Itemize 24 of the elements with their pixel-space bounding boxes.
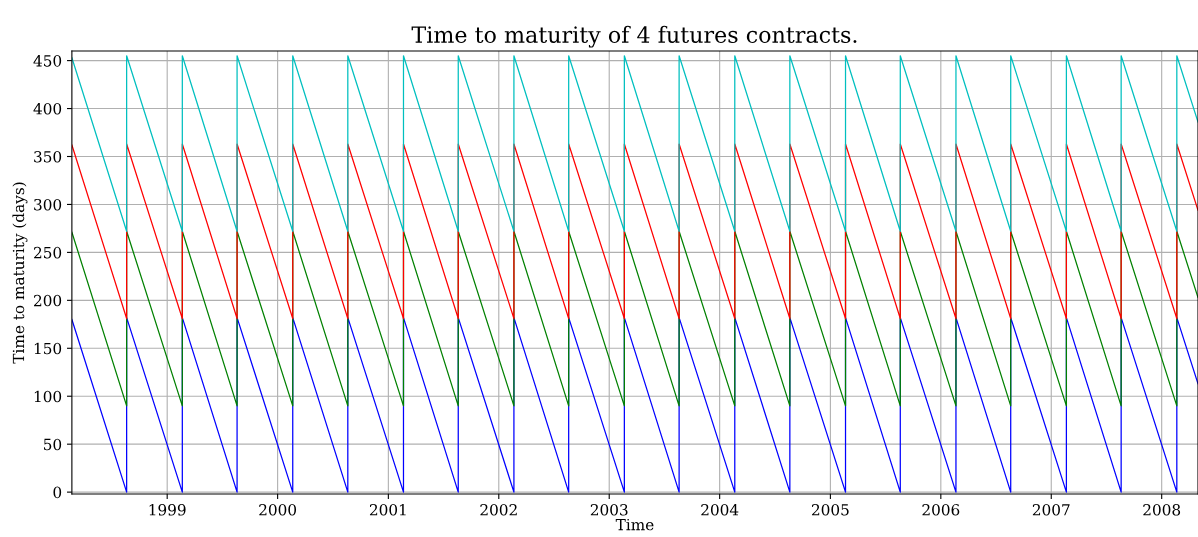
x-tick-label: 2005	[811, 504, 849, 516]
x-tick-label: 2007	[1032, 504, 1070, 516]
x-tick-label: 2006	[922, 504, 960, 516]
x-tick-label: 2001	[369, 504, 406, 516]
y-tick-label: 250	[34, 246, 62, 259]
y-tick-label: 0	[53, 486, 62, 499]
line-series	[71, 55, 1198, 232]
x-tick-label: 2003	[590, 504, 628, 516]
y-tick-label: 450	[33, 55, 62, 67]
x-tick-label: 2004	[701, 504, 739, 516]
x-tick-label: 2002	[480, 504, 517, 516]
y-tick-label: 150	[34, 342, 62, 355]
x-tick-label: 2000	[259, 504, 297, 516]
y-tick-label: 100	[34, 390, 62, 403]
y-axis-title: Time to maturity (days)	[12, 182, 28, 364]
x-axis-title: Time	[615, 518, 654, 531]
y-tick-label: 400	[33, 103, 62, 115]
y-tick-label: 300	[34, 198, 62, 211]
y-tick-label: 50	[44, 438, 62, 451]
y-tick-label: 200	[34, 294, 62, 307]
y-tick-label: 350	[34, 150, 62, 163]
x-tick-label: 1999	[149, 504, 186, 516]
x-tick-label: 2008	[1143, 504, 1181, 516]
chart-title: Time to maturity of 4 futures contracts.	[411, 25, 857, 48]
